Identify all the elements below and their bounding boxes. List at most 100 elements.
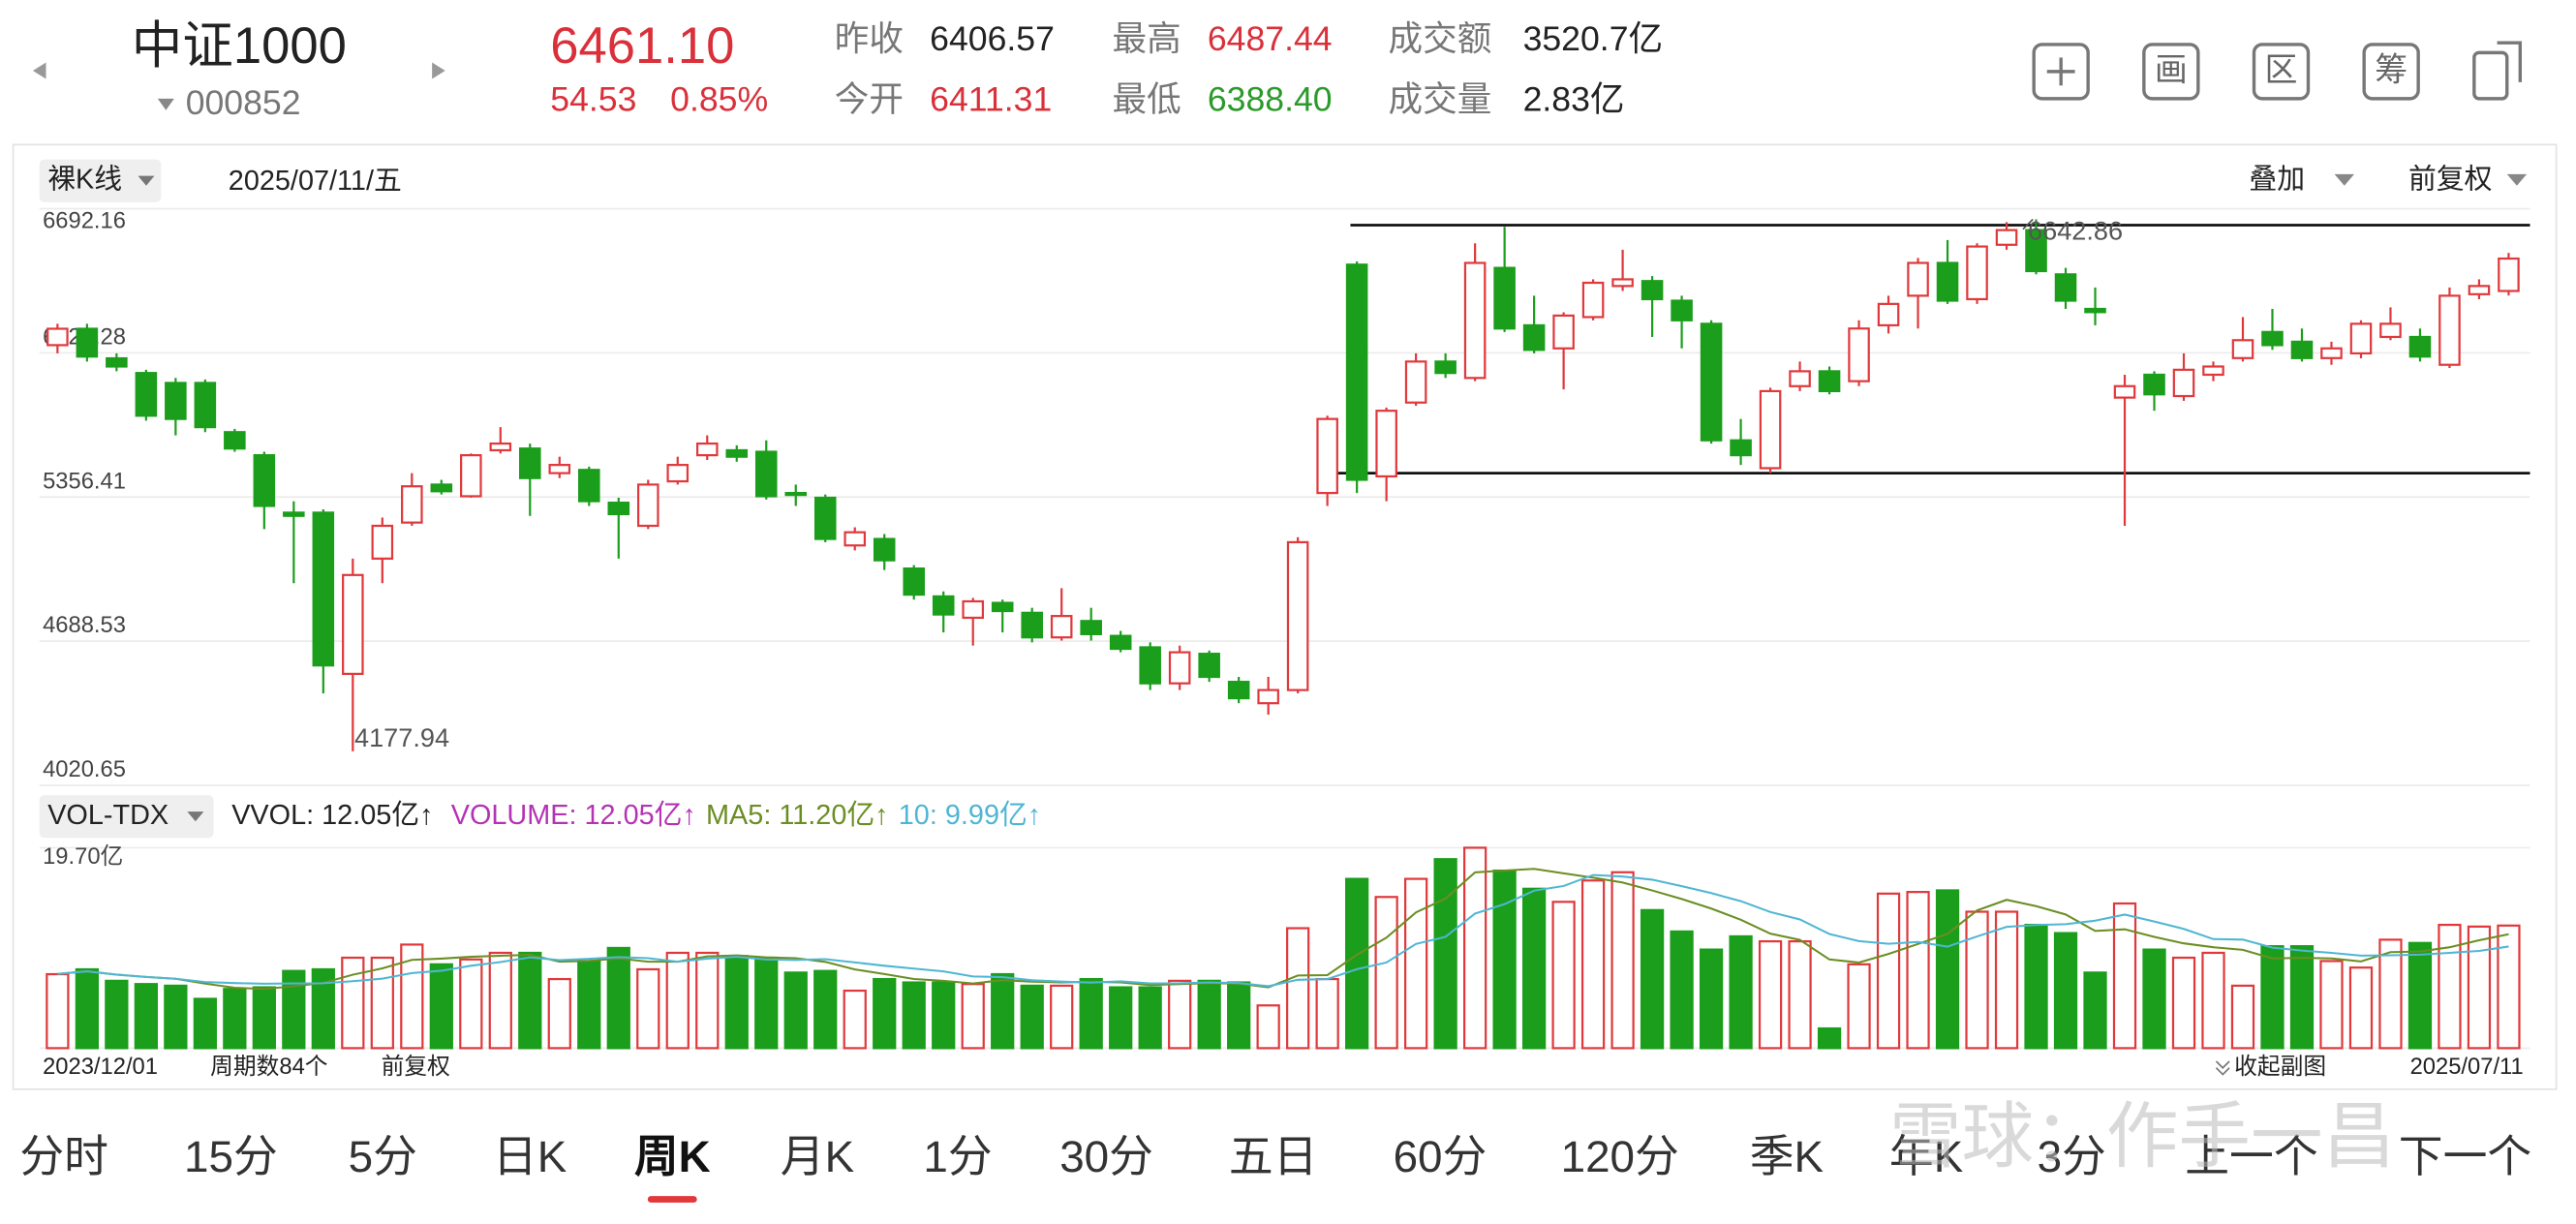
period-tab[interactable]: 月K: [781, 1132, 855, 1181]
volume-bar: [1758, 939, 1783, 1050]
volume-bar: [2348, 966, 2374, 1050]
period-tab[interactable]: 30分: [1059, 1132, 1153, 1181]
legend-readout: : 11.20亿↑: [763, 800, 888, 831]
volume-bar: [636, 967, 660, 1050]
volume-bar: [1256, 1004, 1280, 1050]
y-tick-label: 4688.53: [43, 612, 126, 638]
period-tab[interactable]: 季K: [1750, 1132, 1825, 1181]
volume-bar: [695, 951, 720, 1050]
period-tab[interactable]: 5分: [349, 1132, 417, 1181]
candle-body: [1198, 653, 1220, 679]
change-pct: 0.85%: [670, 80, 768, 119]
candle-body: [1730, 439, 1752, 457]
candle-body: [873, 537, 896, 562]
candle-body: [636, 483, 659, 528]
candle-body: [460, 453, 482, 498]
tool-button[interactable]: [2252, 43, 2311, 101]
period-tab[interactable]: 60分: [1394, 1132, 1487, 1181]
period-tab[interactable]: 下一个: [2399, 1132, 2531, 1181]
mode-button[interactable]: [39, 159, 162, 202]
candle-body: [165, 382, 187, 420]
collapse-button[interactable]: 收起副图: [2234, 1054, 2326, 1080]
period-tab[interactable]: 年K: [1889, 1132, 1964, 1181]
candle-body: [2231, 339, 2254, 359]
volume-bar: [1168, 979, 1192, 1050]
candle-body: [1434, 360, 1457, 375]
candle-body: [1966, 245, 1988, 301]
volume-bar: [991, 972, 1015, 1050]
stat-label: 成交额: [1388, 19, 1491, 58]
candle-body: [312, 511, 335, 667]
tool-button[interactable]: [2362, 43, 2420, 101]
volume-bar: [2378, 938, 2403, 1050]
candle-body: [2468, 285, 2491, 295]
caret: [2334, 173, 2354, 186]
candle-body: [1109, 634, 1132, 651]
overlay-button[interactable]: 叠加: [2249, 164, 2305, 195]
volume-bar: [370, 956, 394, 1050]
volume-bar: [577, 960, 601, 1050]
volume-bar: [2083, 971, 2107, 1050]
period-tab[interactable]: 日K: [493, 1132, 567, 1181]
period-tab[interactable]: 3分: [2038, 1132, 2106, 1181]
candle-body: [578, 469, 600, 503]
period-tab[interactable]: 周K: [634, 1132, 711, 1181]
candle-body: [1877, 302, 1900, 327]
caret: [187, 811, 204, 822]
candle-body: [1700, 322, 1723, 442]
change: 54.53: [550, 80, 636, 119]
candle-body: [2113, 384, 2136, 399]
next-arrow[interactable]: [432, 62, 445, 79]
indicator-button[interactable]: [39, 795, 214, 839]
period-tab[interactable]: 120分: [1561, 1132, 1679, 1181]
volume-bar: [1994, 910, 2019, 1050]
period-count: 周期数84个: [210, 1054, 327, 1080]
candle-body: [371, 524, 394, 560]
stat-label: 昨收: [835, 19, 904, 58]
prev-arrow[interactable]: [32, 62, 46, 79]
candle-body: [1818, 370, 1841, 393]
period-tab[interactable]: 上一个: [2185, 1132, 2317, 1181]
volume-bar: [1640, 908, 1665, 1050]
volume-bar: [961, 983, 985, 1050]
candle-body: [342, 573, 364, 675]
candlestick-chart: 6692.166024.285356.414688.534020.656642.…: [39, 207, 2530, 786]
volume-bar: [1965, 910, 1989, 1050]
volume-bar: [282, 969, 306, 1050]
stat-value: 6487.44: [1208, 19, 1333, 58]
volume-bar: [1227, 981, 1251, 1050]
indicator-name: VOL-TDX: [47, 800, 169, 831]
add-button[interactable]: [2032, 43, 2090, 101]
volume-bar: [902, 981, 926, 1050]
volume-bar: [1050, 984, 1074, 1050]
candle-body: [1995, 229, 2018, 246]
candle-body: [224, 431, 246, 450]
stat-value: 6406.57: [930, 19, 1055, 58]
tool-button[interactable]: [2142, 43, 2200, 101]
volume-bar: [2260, 945, 2285, 1050]
candle-body: [1641, 280, 1664, 301]
period-tab[interactable]: 15分: [184, 1132, 278, 1181]
candle-body: [1848, 327, 1870, 382]
candle-body: [962, 599, 984, 620]
rotate-icon[interactable]: [2472, 50, 2509, 101]
period-tab[interactable]: 分时: [19, 1132, 108, 1181]
volume-bar: [2289, 945, 2315, 1050]
volume-bar: [783, 971, 808, 1050]
volume-bar: [932, 981, 956, 1050]
x-tick-label: 2023/12/01: [43, 1054, 158, 1080]
volume-bar: [1286, 927, 1310, 1050]
candle-body: [2261, 330, 2284, 347]
y-tick-label: 6692.16: [43, 207, 126, 233]
candle-body: [2290, 340, 2314, 359]
period-tab[interactable]: 五日: [1229, 1132, 1318, 1181]
volume-bar: [223, 988, 247, 1050]
adjust-button[interactable]: 前复权: [2408, 164, 2493, 195]
candle-body: [1404, 360, 1427, 404]
period-tabs: 分时 15分 5分 日K 周K 月K 1分 30分 五日 60分 120分 季K 年K 3分 上一个 下一个: [19, 1132, 2531, 1203]
volume-bar: [311, 967, 335, 1050]
volume-bar: [46, 972, 70, 1050]
candle-body: [1050, 615, 1073, 639]
period-tab[interactable]: 1分: [923, 1132, 992, 1181]
